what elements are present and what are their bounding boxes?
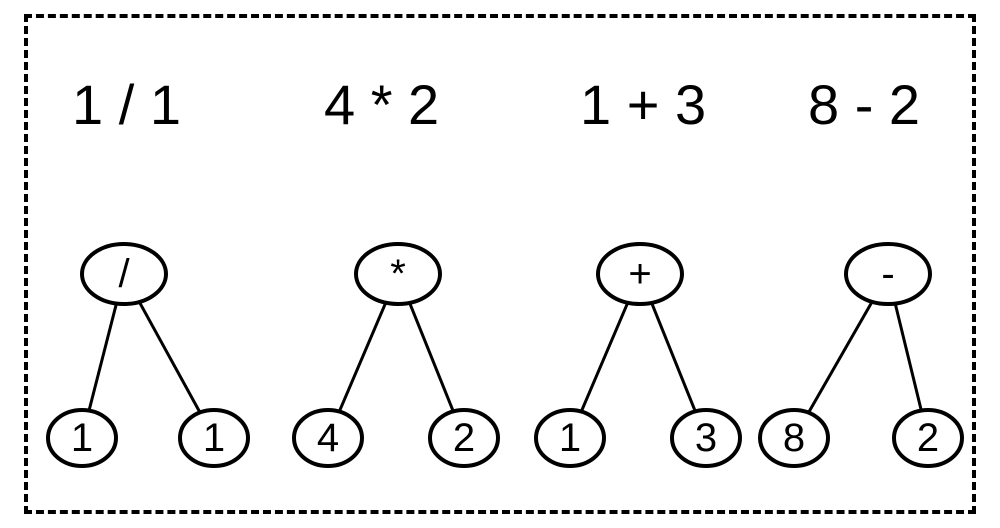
tree-1-right-label: 2 (453, 418, 475, 458)
tree-1-root-label: * (390, 254, 406, 294)
tree-3-root-label: - (881, 254, 894, 294)
tree-0-edge-left (89, 304, 116, 411)
tree-2-right-label: 3 (695, 418, 717, 458)
expression-row: 1 / 1 4 * 2 1 + 3 8 - 2 (28, 72, 972, 144)
tree-0-left-label: 1 (71, 418, 93, 458)
tree-1: * 4 2 (286, 240, 502, 500)
tree-3-svg (748, 240, 964, 500)
tree-1-left-label: 4 (317, 418, 339, 458)
tree-2-edge-left (581, 303, 627, 412)
tree-2: + 1 3 (528, 240, 744, 500)
tree-0-svg (42, 240, 258, 500)
expression-0: 1 / 1 (72, 72, 181, 137)
tree-0-root-label: / (118, 254, 129, 294)
tree-3-edge-right (895, 304, 921, 411)
tree-1-edge-right (410, 303, 454, 412)
expression-2: 1 + 3 (580, 72, 706, 137)
tree-2-edge-right (652, 303, 696, 412)
tree-0: / 1 1 (42, 240, 258, 500)
tree-3-edge-left (809, 302, 873, 413)
dashed-frame: 1 / 1 4 * 2 1 + 3 8 - 2 / 1 1 (24, 14, 976, 514)
tree-2-left-label: 1 (559, 418, 581, 458)
tree-3-left-label: 8 (783, 418, 805, 458)
tree-0-right-label: 1 (203, 418, 225, 458)
tree-row: / 1 1 * 4 2 + (28, 240, 972, 500)
tree-0-edge-right (139, 302, 200, 413)
expression-3: 8 - 2 (808, 72, 920, 137)
tree-3-right-label: 2 (917, 418, 939, 458)
tree-1-edge-left (339, 303, 385, 412)
expression-1: 4 * 2 (324, 72, 439, 137)
tree-2-root-label: + (628, 254, 651, 294)
tree-3: - 8 2 (748, 240, 964, 500)
